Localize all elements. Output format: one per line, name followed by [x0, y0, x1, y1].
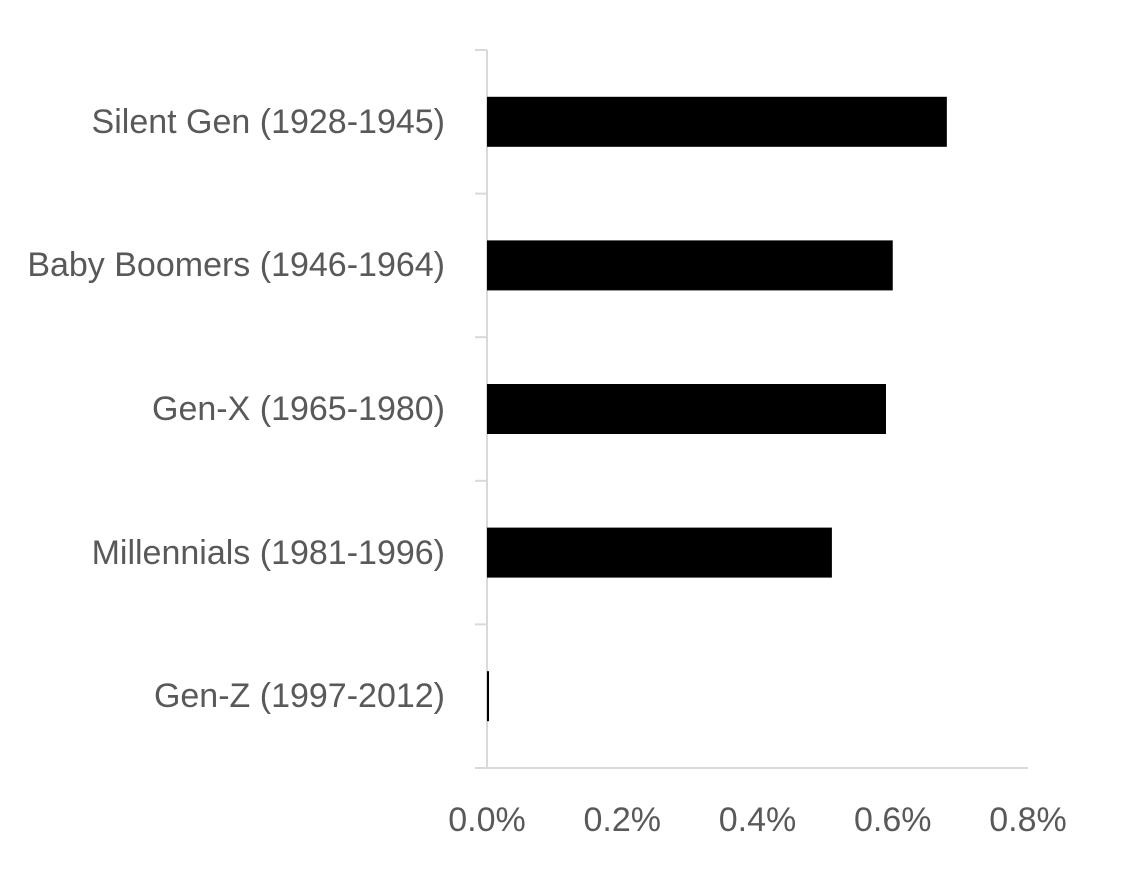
y-tick-label: Baby Boomers (1946-1964) [27, 246, 445, 285]
x-tick-label: 0.8% [989, 801, 1067, 839]
y-tick-label: Gen-Z (1997-2012) [153, 677, 445, 716]
bar [487, 671, 490, 722]
bar [487, 527, 832, 578]
bar [487, 240, 893, 291]
x-tick-label: 0.6% [854, 801, 932, 839]
x-tick-label: 0.2% [584, 801, 662, 839]
y-tick-label: Gen-X (1965-1980) [152, 390, 445, 428]
bar [487, 96, 947, 147]
y-tick-label: Millennials (1981-1996) [91, 533, 445, 572]
y-tick-label: Silent Gen (1928-1945) [91, 102, 445, 141]
x-tick-label: 0.0% [448, 801, 526, 839]
bar [487, 384, 886, 434]
x-tick-label: 0.4% [719, 801, 797, 839]
